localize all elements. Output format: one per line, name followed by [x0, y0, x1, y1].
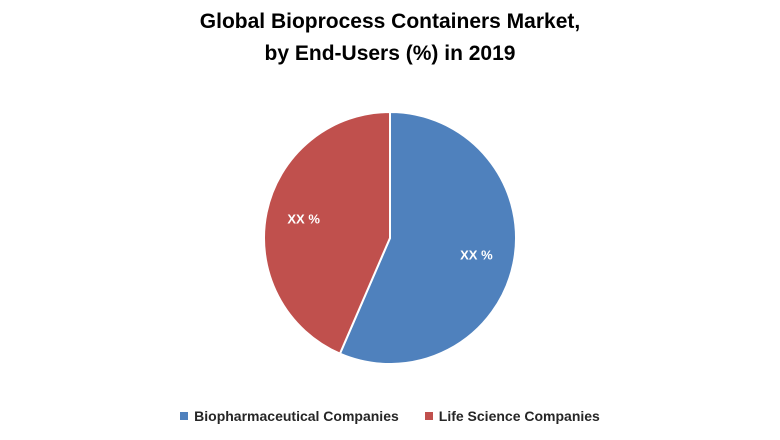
legend-swatch-life-science [424, 412, 433, 420]
chart-legend: Biopharmaceutical Companies Life Science… [0, 408, 780, 424]
chart-title-line-2: by End-Users (%) in 2019 [264, 42, 516, 65]
legend-item-biopharmaceutical: Biopharmaceutical Companies [180, 408, 399, 424]
pie-slice-biopharmaceutical-companies [338, 110, 517, 365]
chart-title-line-1: Global Bioprocess Containers Market, [199, 10, 581, 33]
pie-slice-life-science-companies [263, 110, 391, 355]
legend-label-biopharmaceutical: Biopharmaceutical Companies [194, 408, 399, 424]
legend-label-life-science: Life Science Companies [438, 408, 600, 424]
data-label-life-science-companies: XX % [287, 212, 320, 227]
legend-item-life-science: Life Science Companies [424, 408, 600, 424]
data-label-biopharmaceutical-companies: XX % [460, 247, 493, 262]
legend-swatch-biopharmaceutical [180, 412, 189, 420]
